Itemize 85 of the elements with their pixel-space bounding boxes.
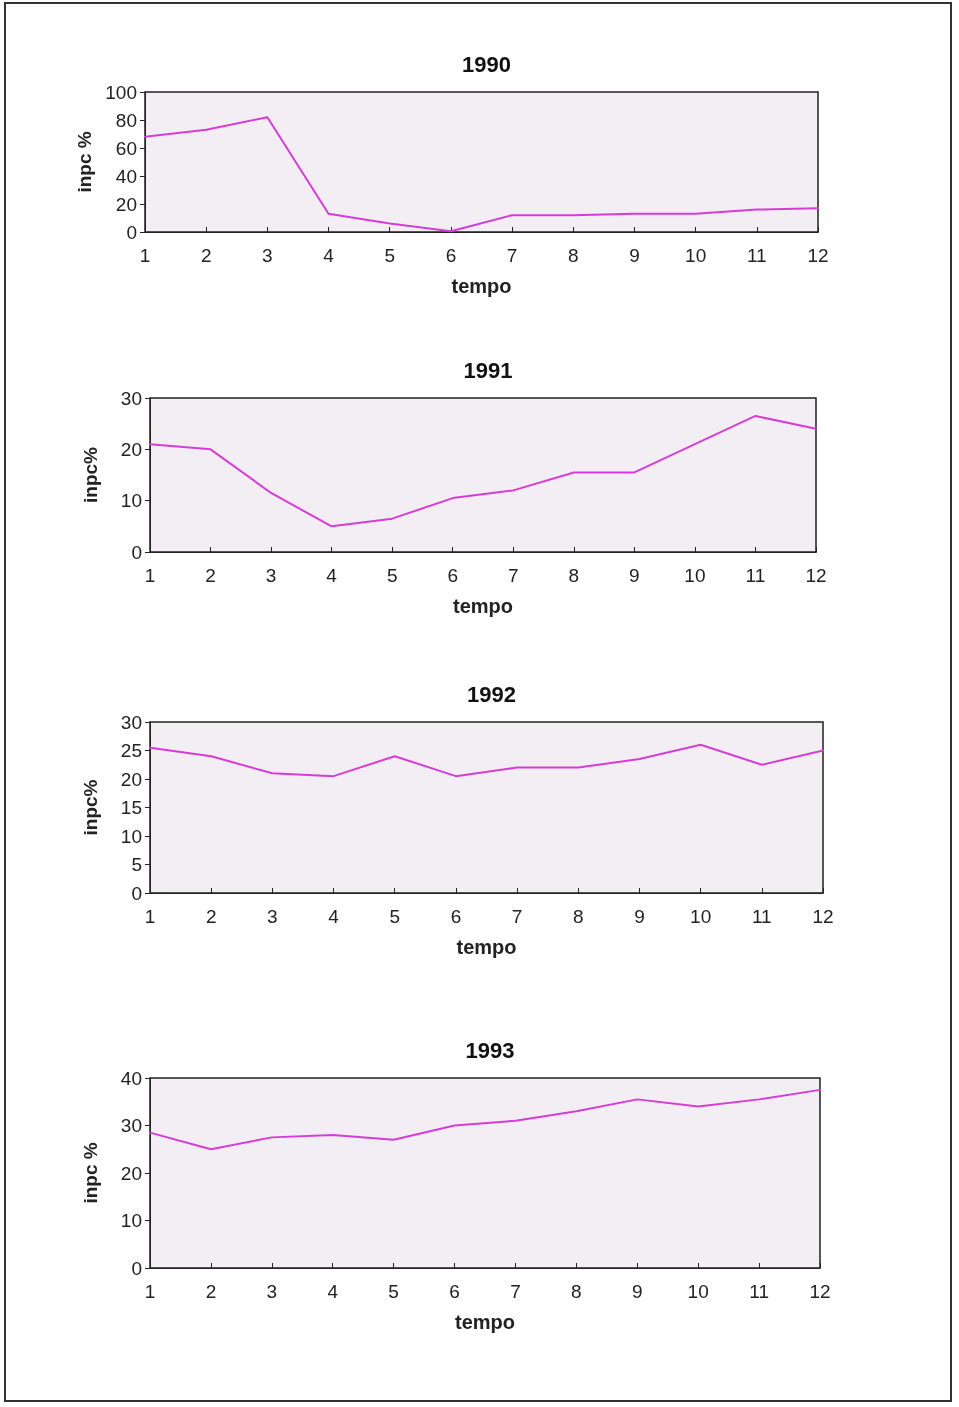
y-tick-label: 40 [115, 165, 137, 187]
x-tick-label: 9 [634, 906, 645, 927]
y-tick-label: 10 [120, 1210, 142, 1231]
y-tick-label: 40 [120, 1067, 142, 1089]
x-tick-label: 12 [809, 1281, 831, 1302]
x-axis-title: tempo [455, 1311, 515, 1333]
chart-title: 1991 [463, 357, 513, 383]
y-tick-label: 60 [115, 137, 137, 159]
x-axis-title: tempo [451, 275, 512, 297]
x-tick-label: 2 [205, 1281, 217, 1302]
x-tick-label: 5 [386, 565, 398, 586]
y-axis-title: inpc% [80, 779, 101, 836]
y-axis-title: inpc% [80, 446, 101, 503]
x-tick-label: 6 [449, 1281, 460, 1302]
y-tick-label: 0 [131, 1257, 142, 1279]
x-tick-label: 6 [450, 906, 462, 927]
x-tick-label: 5 [388, 1281, 399, 1302]
x-tick-label: 11 [751, 906, 772, 927]
line-series [149, 1088, 821, 1151]
y-axis-title: inpc % [74, 131, 96, 193]
x-tick-label: 7 [506, 245, 518, 266]
x-axis-title: tempo [453, 595, 513, 617]
x-tick-label: 10 [684, 565, 706, 586]
x-tick-label: 2 [205, 906, 217, 927]
x-tick-label: 8 [571, 1281, 582, 1302]
y-tick-label: 0 [131, 882, 142, 904]
x-tick-label: 10 [687, 1281, 709, 1302]
x-tick-label: 4 [327, 1281, 339, 1302]
x-tick-label: 6 [445, 245, 457, 266]
x-tick-label: 8 [568, 565, 580, 586]
x-tick-label: 11 [749, 1281, 769, 1302]
x-tick-label: 10 [685, 245, 707, 266]
x-axis-title: tempo [456, 936, 517, 958]
x-tick-label: 1 [144, 565, 156, 586]
x-tick-label: 7 [510, 1281, 521, 1302]
x-tick-label: 11 [745, 565, 766, 586]
x-tick-label: 12 [805, 565, 827, 586]
y-tick-label: 0 [131, 541, 142, 563]
chart-title: 1992 [467, 681, 516, 707]
y-tick-label: 30 [120, 1115, 142, 1136]
y-tick-label: 20 [120, 1162, 142, 1184]
y-axis-title: inpc % [80, 1142, 101, 1204]
chart-title: 1993 [465, 1037, 515, 1063]
y-tick-label: 30 [120, 387, 142, 409]
line-series [149, 414, 817, 528]
y-tick-label: 30 [120, 711, 142, 733]
x-tick-label: 5 [384, 245, 396, 266]
y-tick-label: 100 [105, 81, 137, 103]
x-tick-label: 9 [629, 245, 640, 266]
x-tick-label: 12 [812, 906, 834, 927]
x-tick-label: 1 [139, 245, 151, 266]
x-tick-label: 1 [144, 1281, 156, 1302]
x-tick-label: 11 [746, 245, 767, 266]
x-tick-label: 9 [631, 1281, 643, 1302]
x-tick-label: 10 [690, 906, 712, 927]
y-tick-label: 80 [115, 109, 137, 131]
y-tick-label: 5 [131, 854, 142, 875]
line-series [149, 743, 824, 778]
y-tick-label: 20 [120, 438, 142, 460]
y-tick-label: 20 [115, 193, 137, 215]
x-tick-label: 2 [200, 245, 212, 266]
x-tick-label: 4 [328, 906, 340, 927]
x-tick-label: 2 [205, 565, 216, 586]
x-tick-label: 3 [262, 245, 273, 266]
x-tick-label: 12 [807, 245, 829, 266]
x-tick-label: 4 [323, 245, 335, 266]
x-tick-label: 4 [326, 565, 338, 586]
y-tick-label: 10 [120, 490, 142, 512]
x-tick-label: 8 [572, 906, 584, 927]
x-tick-label: 8 [567, 245, 579, 266]
x-tick-label: 7 [511, 906, 523, 927]
x-tick-label: 1 [144, 906, 156, 927]
y-tick-label: 0 [126, 221, 137, 243]
y-tick-label: 20 [120, 768, 142, 790]
x-tick-label: 5 [389, 906, 401, 927]
y-tick-label: 25 [120, 740, 142, 761]
x-tick-label: 9 [629, 565, 640, 586]
x-tick-label: 3 [267, 906, 278, 927]
chart-title: 1990 [462, 51, 511, 77]
x-tick-label: 3 [265, 565, 277, 586]
y-tick-label: 15 [120, 797, 142, 818]
y-tick-label: 10 [120, 825, 142, 847]
x-tick-label: 6 [447, 565, 459, 586]
x-tick-label: 3 [266, 1281, 278, 1302]
x-tick-label: 7 [507, 565, 519, 586]
